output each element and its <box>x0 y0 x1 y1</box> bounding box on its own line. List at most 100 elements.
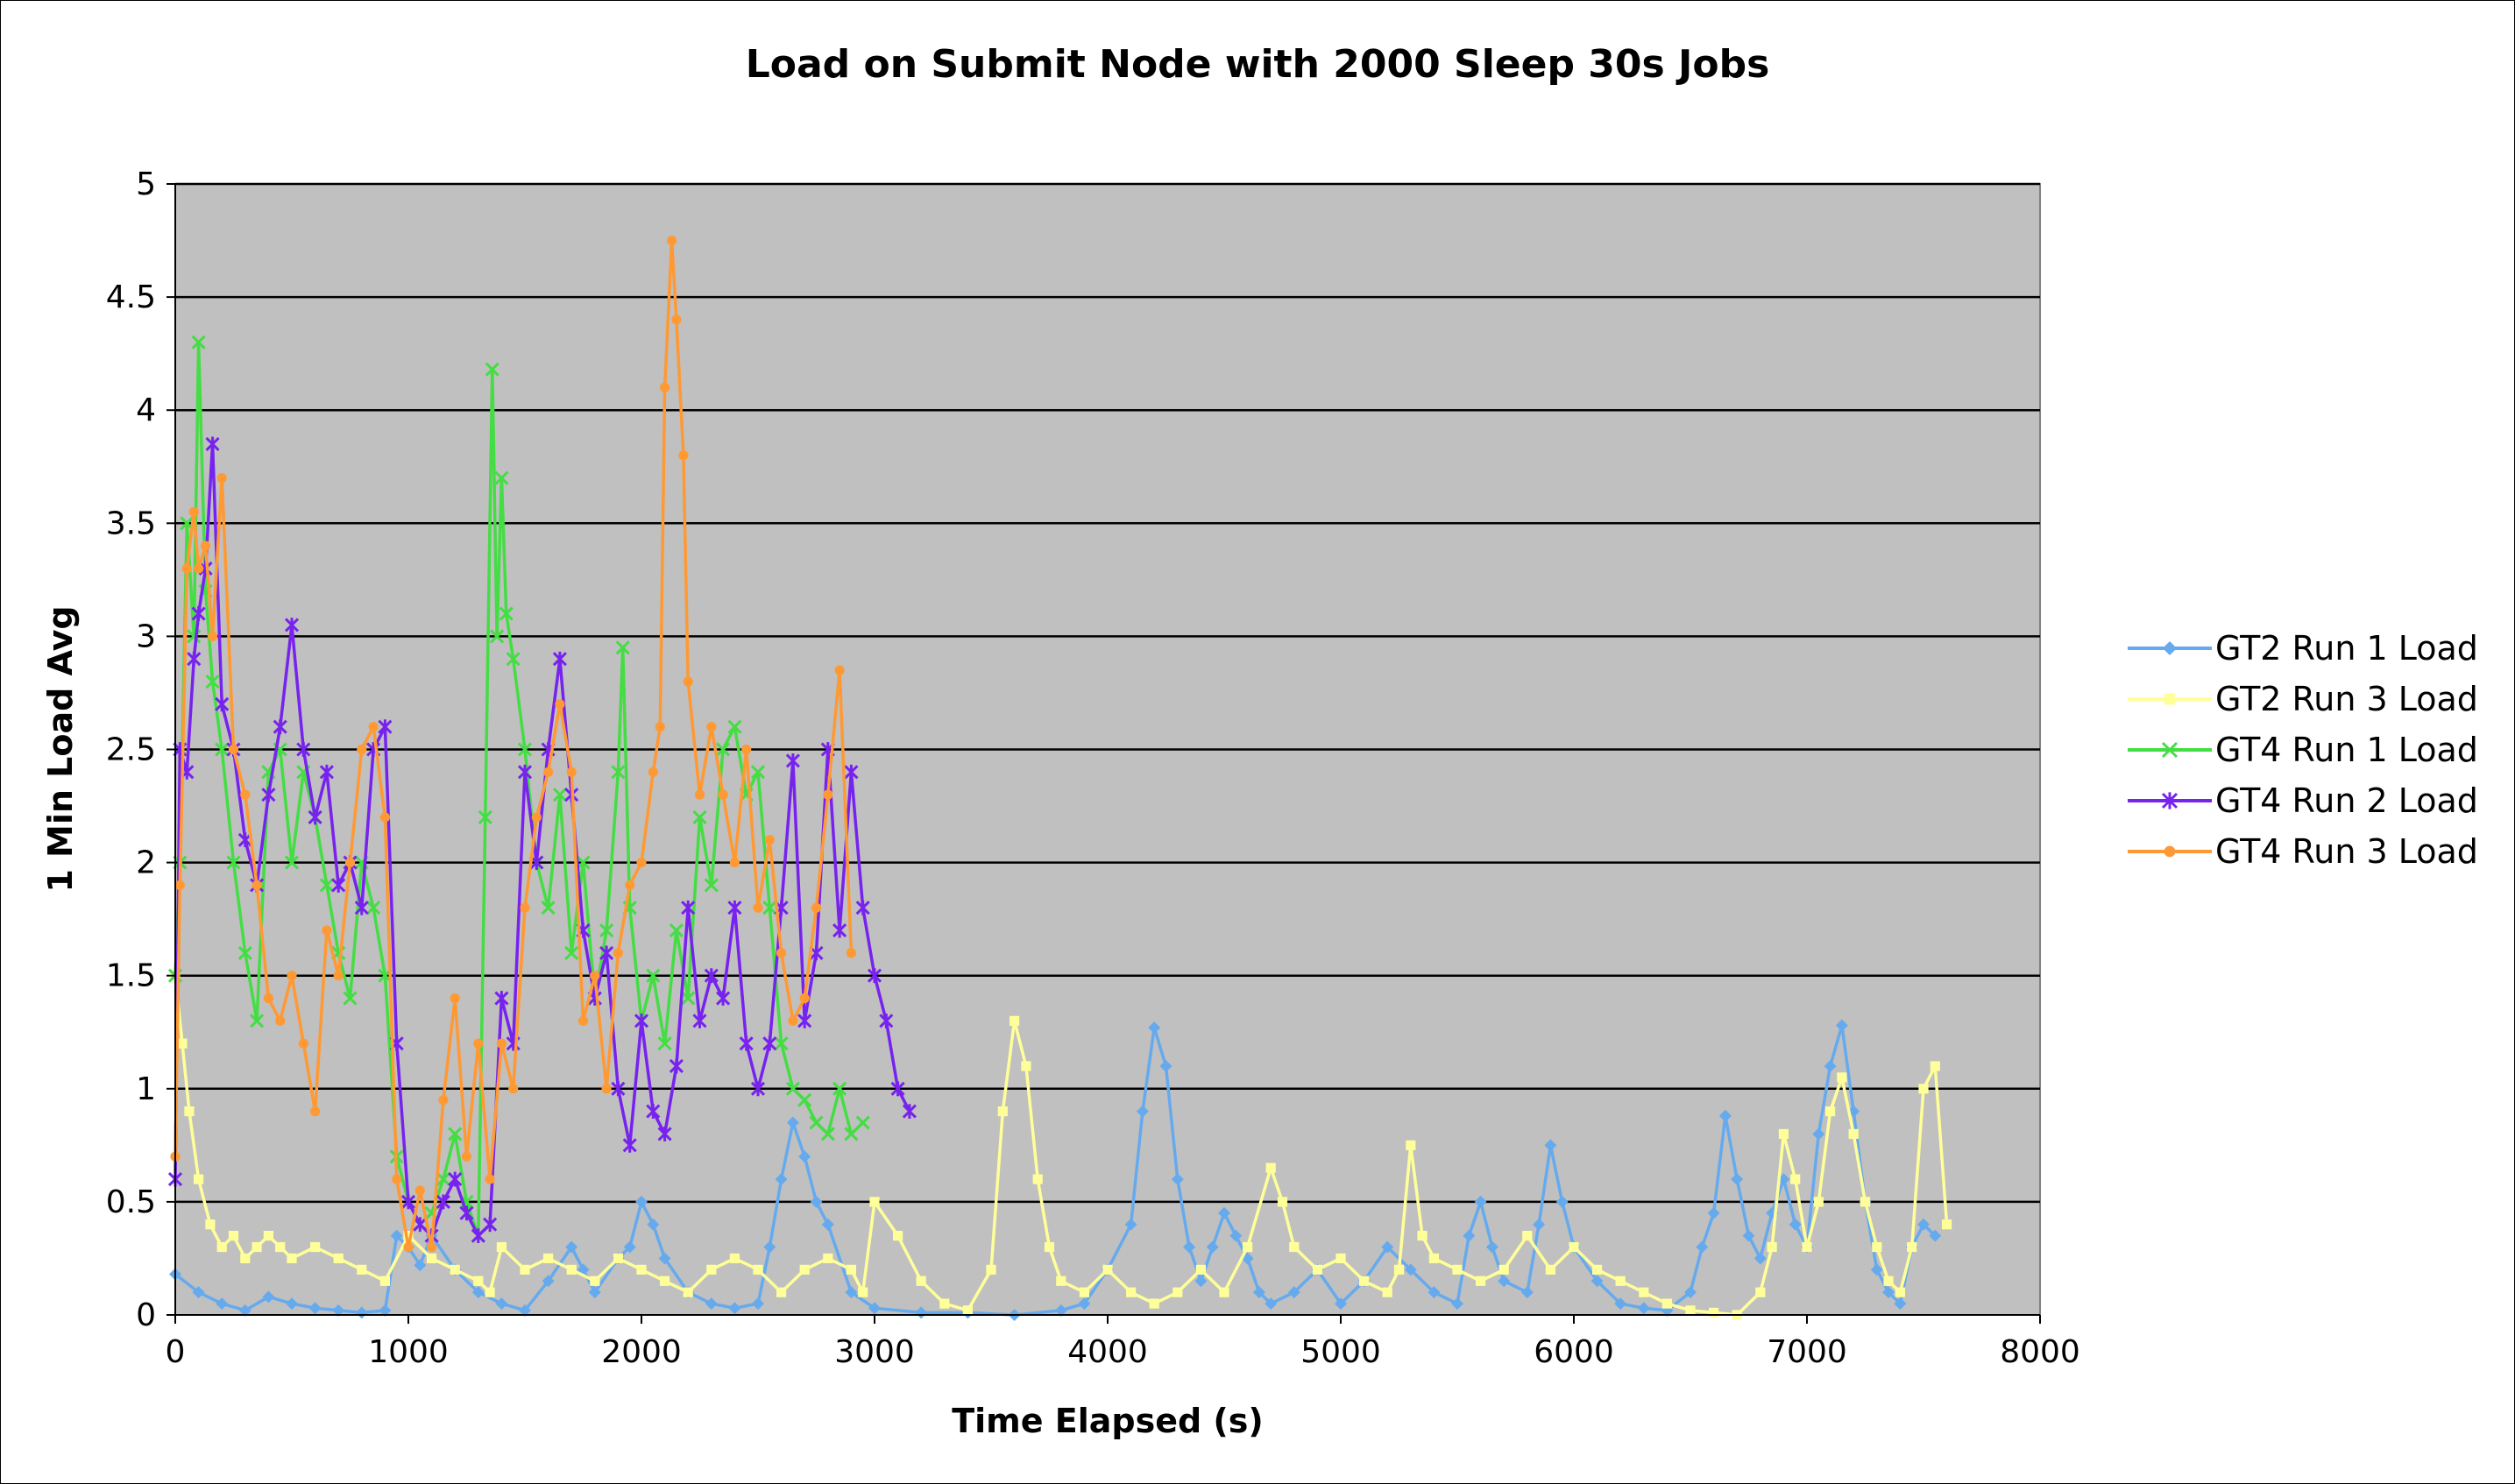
data-point <box>1545 1264 1555 1275</box>
data-point <box>727 719 742 734</box>
data-point <box>517 764 533 780</box>
data-point <box>1417 1231 1428 1241</box>
legend-item: GT2 Run 1 Load <box>2128 629 2478 668</box>
data-point <box>1731 1173 1744 1186</box>
data-point <box>1824 1059 1837 1072</box>
data-point <box>566 1264 577 1275</box>
data-point <box>879 1013 894 1028</box>
data-point <box>1359 1276 1370 1286</box>
data-point <box>496 1241 507 1253</box>
data-point <box>1709 1307 1719 1318</box>
data-point <box>681 991 696 1006</box>
data-point <box>1860 1197 1871 1207</box>
legend-label: GT2 Run 1 Load <box>2215 629 2478 668</box>
data-point <box>1895 1287 1905 1297</box>
legend-marker <box>2161 741 2178 759</box>
data-point <box>448 1127 463 1141</box>
data-point <box>450 993 460 1004</box>
data-point <box>728 1302 741 1315</box>
data-point <box>448 1171 463 1187</box>
data-point <box>1021 1061 1031 1071</box>
data-point <box>343 991 358 1006</box>
data-point <box>1592 1264 1603 1275</box>
data-point <box>599 945 614 961</box>
data-point <box>187 651 202 667</box>
x-axis-ticks: 0 1000 2000 3000 4000 5000 6000 7000 8000 <box>166 1315 2080 1370</box>
data-point <box>237 945 252 960</box>
data-point <box>809 1115 824 1130</box>
data-point <box>490 629 505 644</box>
data-point <box>228 744 239 755</box>
data-point <box>379 1304 392 1317</box>
data-point <box>508 1084 519 1094</box>
legend-marker <box>2164 845 2176 858</box>
data-point <box>1219 1287 1229 1297</box>
data-point <box>797 1013 812 1028</box>
data-point <box>1287 1286 1300 1299</box>
data-point <box>284 855 300 870</box>
data-point <box>1474 1195 1487 1208</box>
data-point <box>705 1297 718 1311</box>
data-point <box>1498 1275 1511 1288</box>
data-point <box>1206 1240 1219 1254</box>
data-point <box>1533 1218 1546 1231</box>
data-point <box>1335 1297 1347 1311</box>
data-point <box>1942 1219 1952 1230</box>
data-point <box>436 1172 450 1187</box>
data-point <box>1802 1241 1812 1253</box>
data-point <box>823 1253 833 1264</box>
data-point <box>207 631 218 642</box>
data-point <box>1452 1264 1463 1275</box>
y-tick-label: 2 <box>136 845 156 881</box>
data-point <box>319 878 334 893</box>
data-point <box>647 1218 660 1231</box>
data-point <box>216 473 227 484</box>
data-point <box>776 948 787 958</box>
data-point <box>692 809 707 825</box>
data-point <box>322 925 332 936</box>
data-point <box>1312 1264 1322 1275</box>
data-point <box>1335 1253 1346 1264</box>
data-point <box>287 971 297 981</box>
data-point <box>296 742 311 757</box>
data-point <box>1753 1252 1767 1265</box>
data-point <box>775 1173 788 1186</box>
data-point <box>215 742 230 757</box>
data-point <box>678 450 689 461</box>
data-point <box>834 665 845 675</box>
data-point <box>1243 1241 1253 1253</box>
data-point <box>1079 1287 1089 1297</box>
data-point <box>622 1137 637 1153</box>
data-point <box>623 1240 636 1254</box>
data-point <box>716 991 731 1006</box>
data-point <box>1044 1241 1055 1253</box>
data-point <box>750 1081 766 1097</box>
data-point <box>520 1264 530 1275</box>
data-point <box>1637 1302 1650 1315</box>
data-point <box>762 1035 777 1051</box>
data-point <box>1778 1128 1789 1140</box>
data-point <box>669 1058 684 1074</box>
data-point <box>1195 1264 1206 1275</box>
legend: GT2 Run 1 Load GT2 Run 3 Load GT4 Run 1 Lo… <box>2128 629 2478 871</box>
chart-title: Load on Submit Node with 2000 Sleep 30s … <box>746 42 1770 87</box>
data-point <box>752 1297 764 1311</box>
legend-marker <box>2164 693 2176 705</box>
data-point <box>763 1240 776 1254</box>
data-point <box>683 676 693 687</box>
data-point <box>238 1304 252 1317</box>
legend-item: GT4 Run 1 Load <box>2128 731 2478 769</box>
data-point <box>275 1241 286 1253</box>
data-point <box>1124 1218 1137 1231</box>
data-point <box>494 991 509 1006</box>
data-point <box>400 1194 416 1210</box>
data-point <box>378 719 393 735</box>
data-point <box>1406 1140 1416 1150</box>
data-point <box>636 858 647 868</box>
data-point <box>390 1229 403 1242</box>
data-point <box>916 1276 926 1286</box>
data-point <box>657 1036 672 1051</box>
data-point <box>625 880 635 891</box>
data-point <box>704 878 719 893</box>
data-point <box>403 1231 414 1241</box>
